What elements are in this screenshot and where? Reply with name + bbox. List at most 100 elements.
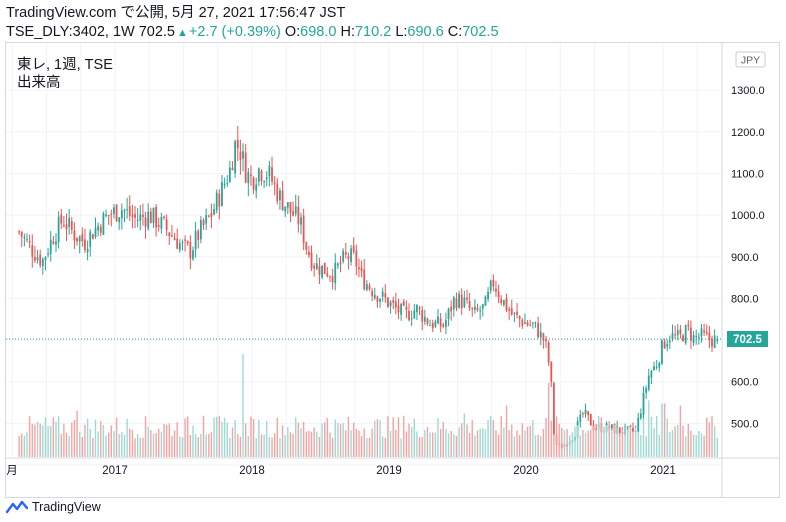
- volume-bar: [613, 424, 616, 457]
- candle-body: [439, 318, 442, 327]
- volume-bar: [300, 428, 302, 457]
- candle-body: [479, 310, 482, 312]
- volume-bar: [308, 430, 310, 457]
- volume-bar: [645, 435, 647, 457]
- candle-body: [273, 182, 276, 184]
- candle-body: [226, 182, 229, 184]
- volume-bar: [666, 418, 668, 457]
- volume-bar: [663, 403, 666, 457]
- volume-bar: [218, 416, 221, 457]
- symbol-info: TSE_DLY:3402, 1W 702.5: [6, 24, 176, 40]
- candle-body: [257, 168, 260, 182]
- candle-body: [136, 219, 139, 221]
- candle-body: [687, 324, 690, 327]
- volume-bar: [31, 423, 33, 457]
- volume-bar: [389, 430, 392, 457]
- volume-bar: [677, 424, 679, 457]
- candle-body: [516, 311, 518, 315]
- volume-bar: [334, 419, 336, 457]
- candle-body: [99, 226, 102, 233]
- candle-body: [218, 193, 221, 207]
- candle-body: [134, 213, 136, 218]
- candle-body: [276, 183, 279, 202]
- candle-body: [629, 425, 632, 428]
- volume-bar: [165, 424, 168, 457]
- chart-legend: 東レ, 1週, TSE 出来高: [17, 56, 113, 92]
- candle-body: [318, 265, 321, 275]
- candle-body: [268, 165, 271, 177]
- candle-body: [531, 322, 534, 324]
- candle-body: [26, 239, 28, 241]
- volume-bar: [242, 354, 244, 457]
- volume-bar: [147, 426, 149, 457]
- candle-body: [120, 210, 123, 219]
- candle-body: [521, 319, 524, 326]
- candle-body: [197, 230, 200, 240]
- candle-body: [642, 392, 645, 415]
- high-value: 710.2: [354, 24, 392, 40]
- candle-body: [471, 308, 474, 310]
- candle-body: [442, 324, 445, 327]
- volume-bar: [605, 425, 608, 457]
- candle-body: [489, 280, 492, 291]
- candle-body: [595, 428, 597, 430]
- candle-body: [376, 296, 379, 302]
- volume-bar: [503, 427, 505, 457]
- candle-body: [292, 211, 294, 216]
- volume-bar: [313, 427, 315, 457]
- candle-body: [202, 219, 205, 226]
- candle-body: [447, 308, 450, 320]
- candle-body: [155, 206, 157, 228]
- high-label: H:: [340, 24, 355, 40]
- candle-body: [205, 214, 208, 224]
- candle-body: [674, 334, 677, 336]
- volume-bar: [529, 425, 531, 457]
- candle-body: [308, 251, 310, 256]
- candle-body: [147, 211, 150, 229]
- chart-frame: [5, 42, 780, 498]
- footer-brand[interactable]: TradingView: [6, 497, 101, 517]
- candle-body: [505, 297, 508, 311]
- volume-bar: [569, 435, 571, 457]
- volume-bar: [463, 413, 466, 457]
- candle-body: [102, 213, 105, 235]
- candle-body: [421, 310, 424, 322]
- candle-body: [365, 284, 368, 290]
- candle-body: [413, 310, 416, 319]
- volume-bar: [26, 432, 28, 457]
- volume-bar: [136, 434, 139, 457]
- candle-body: [452, 297, 455, 310]
- volume-bar: [81, 436, 84, 457]
- candle-body: [639, 413, 642, 419]
- volume-bar: [237, 434, 239, 457]
- candle-body: [355, 250, 358, 267]
- volume-bar: [302, 421, 305, 457]
- volume-bar: [418, 436, 421, 457]
- candle-body: [668, 340, 671, 343]
- volume-bar: [426, 426, 429, 457]
- y-tick-label: 800.0: [731, 293, 759, 305]
- candle-body: [297, 206, 300, 225]
- currency-badge: [735, 51, 766, 68]
- volume-bar: [215, 416, 218, 457]
- candle-body: [315, 263, 318, 270]
- volume-bar: [479, 428, 481, 457]
- volume-bar: [366, 438, 368, 457]
- candle-body: [189, 242, 192, 259]
- candle-body: [339, 262, 342, 264]
- candle-body: [429, 325, 431, 327]
- volume-bar: [711, 416, 713, 457]
- volume-bar: [518, 434, 521, 457]
- volume-bar: [395, 429, 397, 457]
- volume-bar: [508, 430, 510, 457]
- candle-body: [81, 234, 84, 242]
- volume-bar: [121, 432, 123, 457]
- volume-bar: [584, 432, 587, 457]
- volume-bar: [626, 430, 629, 457]
- candle-body: [234, 141, 237, 174]
- candle-body: [358, 267, 360, 270]
- candle-body: [431, 323, 434, 329]
- candle-body: [215, 192, 218, 211]
- candle-body: [455, 298, 458, 308]
